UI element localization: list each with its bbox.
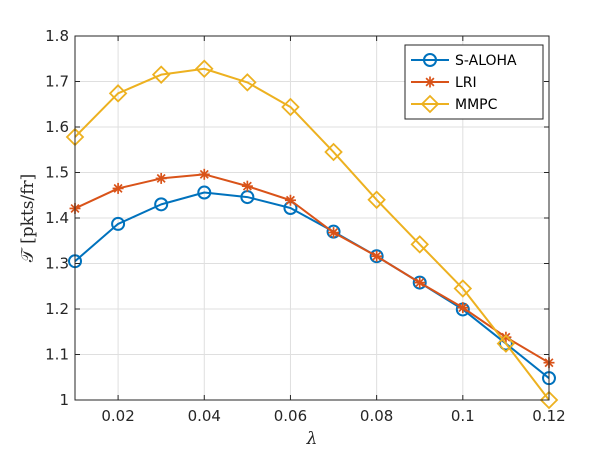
- asterisk-stroke: [156, 173, 166, 183]
- y-tick-label: 1.4: [45, 209, 69, 227]
- data-point: [194, 59, 214, 79]
- legend: S-ALOHA LRI MMPC: [404, 44, 544, 120]
- x-tick-label: 0.1: [451, 407, 475, 425]
- legend-label: S-ALOHA: [455, 53, 517, 69]
- data-point: [539, 390, 559, 410]
- series-line: [74, 191, 550, 379]
- data-point: [369, 249, 384, 264]
- asterisk-stroke: [113, 183, 123, 193]
- legend-label: MMPC: [455, 97, 498, 113]
- series-line: [74, 173, 550, 364]
- asterisk-stroke: [242, 181, 252, 191]
- legend-marker: [424, 76, 436, 88]
- data-point: [324, 142, 343, 162]
- x-tick-label: 0.04: [188, 407, 221, 425]
- data-point: [151, 65, 171, 84]
- data-point: [412, 275, 427, 290]
- series-s-aloha: [68, 185, 556, 386]
- data-point: [414, 277, 426, 289]
- data-point: [367, 190, 386, 210]
- data-point: [238, 73, 257, 92]
- data-point: [154, 197, 169, 212]
- data-point: [453, 279, 473, 298]
- asterisk-stroke: [415, 278, 425, 288]
- data-point: [281, 97, 300, 117]
- x-axis-label: λ: [306, 429, 318, 449]
- asterisk-stroke: [372, 251, 382, 261]
- y-tick-label: 1: [59, 391, 69, 409]
- asterisk-stroke: [329, 228, 339, 238]
- y-tick-label: 1.5: [45, 164, 69, 182]
- legend-item: MMPC: [411, 94, 498, 114]
- series-mmpc: [65, 59, 559, 410]
- data-point: [371, 250, 383, 262]
- asterisk-stroke: [199, 169, 209, 179]
- x-tick-label: 0.02: [101, 407, 134, 425]
- y-tick-label: 1.6: [45, 118, 69, 136]
- x-tick-label: 0.06: [274, 407, 307, 425]
- asterisk-stroke: [425, 77, 435, 87]
- ticks: 0.02 0.04 0.06 0.08 0.1 0.12 1 1.1 1.2 1.3 1.4 1.5 1…: [45, 27, 566, 425]
- series-line: [74, 67, 550, 401]
- data-point: [198, 168, 210, 180]
- legend-item: LRI: [411, 75, 477, 91]
- y-tick-label: 1.7: [45, 73, 69, 91]
- x-tick-label: 0.08: [360, 407, 393, 425]
- y-tick-label: 1.8: [45, 27, 69, 45]
- legend-label: LRI: [455, 75, 477, 91]
- asterisk-stroke: [458, 303, 468, 313]
- data-point: [328, 227, 340, 239]
- data-point: [496, 334, 516, 353]
- data-point: [410, 235, 430, 254]
- data-point: [457, 302, 469, 314]
- legend-marker: [420, 94, 440, 114]
- y-tick-label: 1.1: [45, 346, 69, 364]
- legend-item: S-ALOHA: [411, 53, 517, 69]
- data-point: [241, 180, 253, 192]
- asterisk-stroke: [285, 195, 295, 205]
- x-tick-label: 0.12: [532, 407, 565, 425]
- y-axis-label: 𝒯 [pkts/fr]: [18, 174, 38, 263]
- y-tick-label: 1.2: [45, 300, 69, 318]
- legend-marker: [423, 53, 437, 67]
- data-point: [197, 185, 212, 200]
- y-tick-label: 1.3: [45, 255, 69, 273]
- data-point: [112, 182, 124, 194]
- data-point: [111, 216, 126, 231]
- data-point: [108, 84, 128, 103]
- data-point: [284, 194, 296, 206]
- data-point: [155, 172, 167, 184]
